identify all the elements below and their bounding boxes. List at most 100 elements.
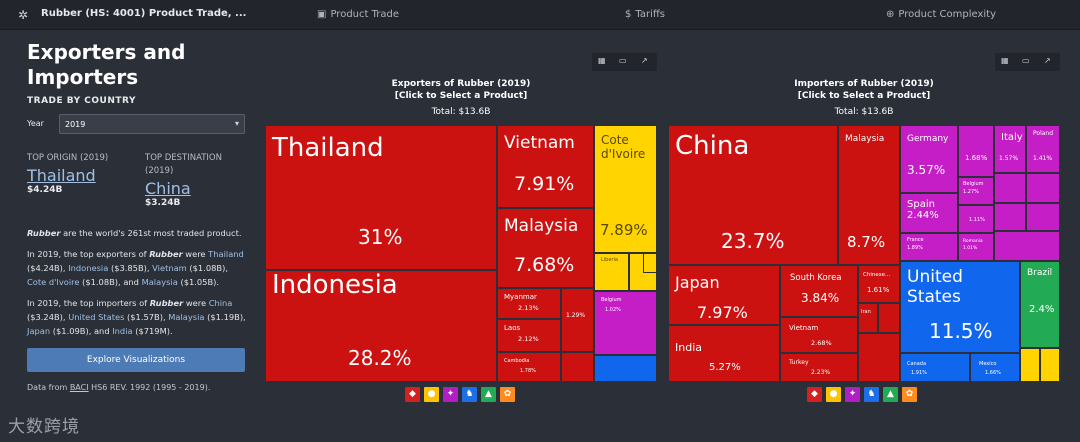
asia-icon[interactable]: ● (424, 387, 439, 402)
share-icon[interactable]: ↗ (1044, 56, 1051, 65)
importers-select-product-link[interactable]: [Click to Select a Product] (797, 91, 931, 101)
exporters-treemap[interactable]: Thailand 31% Indonesia 28.2% Vietnam 7.91% Mal… (265, 125, 657, 382)
explore-visualizations-button[interactable]: Explore Visualizations (27, 348, 245, 372)
year-select[interactable]: 2019 ▾ (59, 114, 245, 134)
south-america-icon[interactable]: ▲ (883, 387, 898, 402)
importers-cell-united-states[interactable]: United States 11.5% (900, 261, 1020, 353)
nav-tariffs[interactable]: $ Tariffs (625, 9, 665, 20)
exporters-cell-vietnam[interactable]: Vietnam 7.91% (497, 125, 594, 208)
importers-cell-small[interactable] (878, 303, 900, 333)
north-america-icon[interactable]: ♞ (462, 387, 477, 402)
importers-cell-italy[interactable]: Italy 1.57% (994, 125, 1026, 173)
exporters-cell-malaysia[interactable]: Malaysia 7.68% (497, 208, 594, 288)
importers-cell-percent: 1.11% (969, 217, 985, 223)
asia-icon[interactable]: ● (826, 387, 841, 402)
exporters-cell-indonesia[interactable]: Indonesia 28.2% (265, 270, 497, 382)
south-america-icon[interactable]: ▲ (481, 387, 496, 402)
importers-cell-percent: 7.97% (697, 303, 748, 322)
importers-cell-brazil[interactable]: Brazil 2.4% (1020, 261, 1060, 348)
data-source-link[interactable]: BACI (69, 383, 89, 392)
exporters-cell-small[interactable] (594, 355, 657, 382)
importer-link[interactable]: United States (68, 312, 125, 322)
importers-cell-percent: 1.89% (907, 245, 923, 251)
exporters-cell-small[interactable] (643, 253, 657, 273)
importers-cell-small[interactable] (1026, 203, 1060, 231)
importers-cell-poland[interactable]: Poland 1.41% (1026, 125, 1060, 173)
exporters-cell-thailand[interactable]: Thailand 31% (265, 125, 497, 270)
importers-cell-unlabeled[interactable]: 1.68% (958, 125, 994, 177)
importers-cell-small[interactable] (994, 173, 1026, 203)
image-icon[interactable]: ▭ (619, 56, 627, 65)
importer-link[interactable]: China (208, 298, 233, 308)
exporter-link[interactable]: Indonesia (68, 263, 109, 273)
exporters-paragraph: In 2019, the top exporters of Rubber wer… (27, 247, 249, 289)
importers-cell-malaysia[interactable]: Malaysia 8.7% (838, 125, 900, 265)
exporters-cell-myanmar[interactable]: Myanmar 2.13% (497, 288, 561, 319)
nav-product-trade[interactable]: ▣ Product Trade (317, 9, 399, 20)
importers-cell-small[interactable] (1040, 348, 1060, 382)
importers-cell-spain[interactable]: Spain 2.44% (900, 193, 958, 233)
importers-cell-turkey[interactable]: Turkey 2.23% (780, 353, 858, 382)
importers-cell-germany[interactable]: Germany 3.57% (900, 125, 958, 193)
exporters-select-product-link[interactable]: [Click to Select a Product] (394, 91, 528, 101)
exporter-link[interactable]: Cote d'Ivoire (27, 277, 80, 287)
subheading: TRADE BY COUNTRY (27, 96, 136, 106)
exporters-cell-small[interactable] (561, 352, 594, 382)
europe-icon[interactable]: ✦ (443, 387, 458, 402)
importers-cell-india[interactable]: India 5.27% (668, 325, 780, 382)
table-icon[interactable]: ▦ (1001, 56, 1009, 65)
importers-cell-vietnam[interactable]: Vietnam 2.68% (780, 317, 858, 353)
image-icon[interactable]: ▭ (1022, 56, 1030, 65)
table-icon[interactable]: ▦ (598, 56, 606, 65)
africa-icon[interactable]: ◆ (807, 387, 822, 402)
importers-cell-unlabeled[interactable]: 1.11% (958, 205, 994, 233)
importers-cell-name: Romania (963, 239, 983, 244)
importers-cell-name: United States (907, 267, 963, 307)
oceania-icon[interactable]: ✿ (500, 387, 515, 402)
importers-cell-small[interactable] (1026, 173, 1060, 203)
importers-cell-romania[interactable]: Romania 1.01% (958, 233, 994, 261)
importers-cell-china[interactable]: China 23.7% (668, 125, 838, 265)
importers-cell-small[interactable] (994, 231, 1060, 261)
importers-cell-canada[interactable]: Canada 1.91% (900, 353, 970, 382)
importers-cell-small[interactable] (1020, 348, 1040, 382)
importers-cell-name: China (675, 131, 750, 161)
importer-value: ($719M). (132, 326, 173, 336)
oceania-icon[interactable]: ✿ (902, 387, 917, 402)
exporter-value: ($1.08B), (186, 263, 228, 273)
exporter-link[interactable]: Vietnam (152, 263, 187, 273)
importers-cell-percent: 2.23% (811, 369, 831, 376)
importers-cell-belgium[interactable]: Belgium 1.27% (958, 177, 994, 205)
importers-cell-iran[interactable]: Iran (858, 303, 878, 333)
importers-total: Total: $13.6B (834, 107, 894, 117)
exporters-cell-cote-d-ivoire[interactable]: Cote d'Ivoire 7.89% (594, 125, 657, 253)
importers-treemap[interactable]: China 23.7% Malaysia 8.7% Japan 7.97% India 5.2… (668, 125, 1060, 382)
africa-icon[interactable]: ◆ (405, 387, 420, 402)
year-label: Year (27, 119, 44, 128)
exporters-cell-belgium[interactable]: Belgium 1.02% (594, 291, 657, 355)
importers-cell-japan[interactable]: Japan 7.97% (668, 265, 780, 325)
exporter-link[interactable]: Thailand (208, 249, 244, 259)
importer-value: ($1.57B), (124, 312, 169, 322)
exporters-cell-unlabeled[interactable]: 1.29% (561, 288, 594, 352)
exporters-cell-cambodia[interactable]: Cambodia 1.78% (497, 352, 561, 382)
top-destination-link[interactable]: China (145, 179, 191, 198)
importers-cell-chinese[interactable]: Chinese... 1.61% (858, 265, 900, 303)
importer-link[interactable]: Japan (27, 326, 51, 336)
oec-logo-icon[interactable]: ✲ (18, 8, 29, 22)
exporters-cell-liberia[interactable]: Liberia (594, 253, 629, 291)
nav-product-complexity[interactable]: ⊕ Product Complexity (886, 9, 996, 20)
importer-link[interactable]: Malaysia (168, 312, 205, 322)
importers-cell-south-korea[interactable]: South Korea 3.84% (780, 265, 858, 317)
importers-cell-small[interactable] (994, 203, 1026, 231)
importers-cell-small[interactable] (858, 333, 900, 382)
exporter-link[interactable]: Malaysia (141, 277, 178, 287)
exporters-cell-laos[interactable]: Laos 2.12% (497, 319, 561, 352)
importers-cell-france[interactable]: France 1.89% (900, 233, 958, 261)
importers-cell-mexico[interactable]: Mexico 1.66% (970, 353, 1020, 382)
north-america-icon[interactable]: ♞ (864, 387, 879, 402)
importer-link[interactable]: India (112, 326, 133, 336)
europe-icon[interactable]: ✦ (845, 387, 860, 402)
top-origin-link[interactable]: Thailand (27, 166, 96, 185)
share-icon[interactable]: ↗ (641, 56, 648, 65)
